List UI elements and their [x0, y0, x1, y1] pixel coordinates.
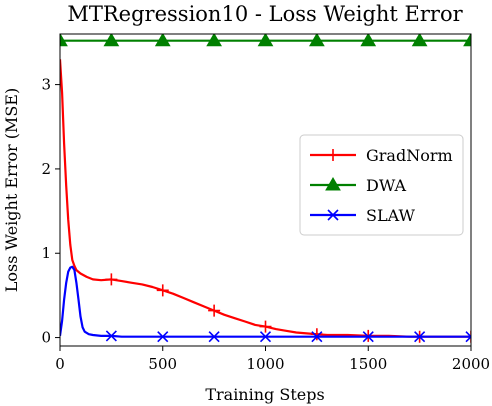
legend-box: [299, 134, 464, 236]
data-point-dwa-7: [411, 34, 428, 47]
data-point-dwa-3: [206, 34, 222, 47]
x-axis-label: Training Steps: [205, 385, 324, 404]
series-line-slaw: [60, 265, 471, 338]
series-line-gradnorm: [60, 59, 471, 338]
y-tick-label-1: 1: [41, 244, 51, 262]
series-dwa: [60, 34, 471, 47]
data-point-slaw-1: [157, 331, 169, 343]
x-tick-label-1000: 1000: [246, 355, 284, 373]
y-tick-label-3: 3: [41, 76, 51, 94]
x-tick-label-2000: 2000: [452, 355, 490, 373]
series-slaw: [60, 265, 471, 343]
x-tick-label-1500: 1500: [349, 355, 387, 373]
x-tick-label-0: 0: [55, 355, 65, 373]
data-point-dwa-2: [154, 34, 171, 47]
data-point-gradnorm-3: [259, 320, 272, 333]
data-point-slaw-0: [105, 330, 117, 342]
data-point-gradnorm-0: [105, 273, 118, 286]
y-axis-label: Loss Weight Error (MSE): [2, 88, 21, 292]
legend-item-gradnorm: GradNorm: [310, 146, 453, 165]
data-point-gradnorm-2: [208, 304, 221, 317]
data-point-gradnorm-4: [310, 328, 323, 341]
legend-label-gradnorm: GradNorm: [366, 146, 453, 165]
legend-item-dwa: DWA: [310, 176, 406, 195]
legend-item-slaw: SLAW: [310, 206, 415, 225]
data-point-dwa-6: [360, 34, 377, 47]
y-tick-label-2: 2: [41, 160, 51, 178]
x-tick-label-500: 500: [148, 355, 177, 373]
data-point-slaw-4: [311, 331, 323, 343]
data-point-slaw-2: [208, 331, 220, 343]
legend-marker-slaw: [327, 209, 339, 221]
chart-title: MTRegression10 - Loss Weight Error: [67, 2, 463, 26]
data-point-dwa-4: [257, 34, 274, 47]
data-point-slaw-5: [362, 331, 374, 343]
y-tick-label-0: 0: [41, 329, 51, 347]
x-axis: 0 500 1000 1500 2000: [55, 346, 490, 373]
data-point-slaw-3: [259, 331, 272, 343]
data-point-gradnorm-1: [156, 284, 169, 297]
legend-label-dwa: DWA: [366, 176, 406, 195]
legend-marker-dwa: [325, 177, 341, 191]
data-point-dwa-8: [463, 34, 471, 47]
y-axis: 0 1 2 3: [41, 76, 60, 347]
data-point-slaw-7: [465, 331, 471, 343]
legend-label-slaw: SLAW: [366, 206, 415, 225]
plot-area: [60, 34, 471, 343]
legend-marker-gradnorm: [327, 149, 339, 161]
data-point-slaw-6: [414, 331, 426, 343]
legend: GradNorm DWA SLAW: [299, 134, 464, 236]
data-point-dwa-1: [103, 34, 120, 47]
data-point-dwa-5: [309, 34, 325, 47]
data-point-dwa-0: [60, 34, 68, 47]
